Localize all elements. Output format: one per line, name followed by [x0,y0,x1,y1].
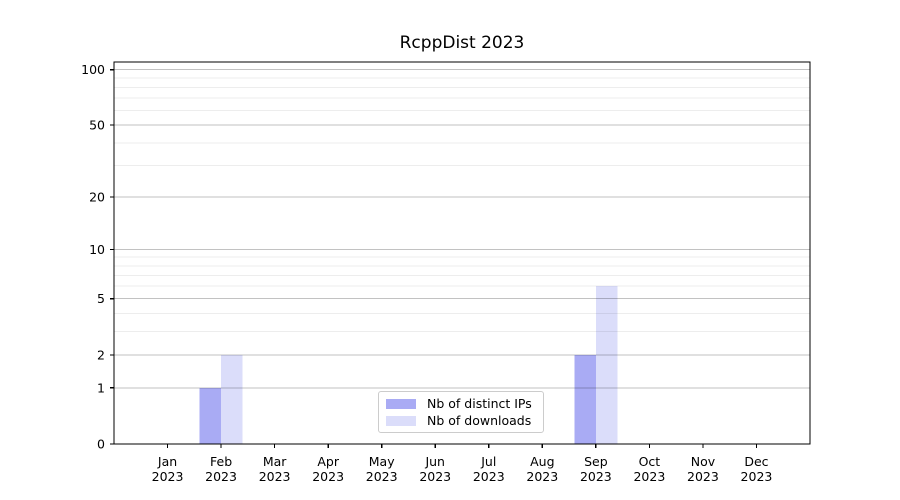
x-tick-label-month: Jul [480,454,496,469]
x-tick-label-year: 2023 [687,469,719,484]
y-tick-label: 5 [97,291,105,306]
legend-item-distinct-ips: Nb of distinct IPs [386,396,537,411]
x-tick-label-month: Feb [210,454,232,469]
x-tick-label-month: Dec [744,454,768,469]
x-tick-label-month: Jun [424,454,445,469]
x-tick-label-month: Oct [639,454,661,469]
x-tick-label-year: 2023 [741,469,773,484]
y-tick-label: 1 [97,380,105,395]
x-tick-label-month: Nov [691,454,716,469]
x-tick-label-year: 2023 [633,469,665,484]
y-tick-label: 10 [89,242,105,257]
bar-Nb of distinct IPs [199,387,222,444]
legend-swatch-downloads [386,415,416,426]
chart-title: RcppDist 2023 [399,33,525,53]
x-tick-label-month: Apr [317,454,339,469]
bar-Nb of downloads [595,286,618,444]
y-tick-label: 0 [97,437,105,452]
y-tick-label: 20 [89,190,105,205]
x-tick-label-month: May [369,454,395,469]
y-tick-label: 2 [97,347,105,362]
x-tick-label-year: 2023 [312,469,344,484]
x-tick-label-month: Aug [530,454,554,469]
x-tick-label-month: Sep [584,454,608,469]
x-tick-label-year: 2023 [580,469,612,484]
x-tick-label-year: 2023 [205,469,237,484]
legend-item-downloads: Nb of downloads [386,413,537,428]
x-tick-label-year: 2023 [526,469,558,484]
x-tick-label-year: 2023 [419,469,451,484]
legend-label-downloads: Nb of downloads [427,413,532,428]
plot-border [113,61,811,445]
legend-swatch-distinct-ips [386,398,416,409]
x-tick-label-year: 2023 [473,469,505,484]
x-tick-label-year: 2023 [152,469,184,484]
x-tick-label-month: Jan [157,454,177,469]
bar-Nb of distinct IPs [574,354,596,444]
y-tick-label: 50 [89,118,105,133]
legend: Nb of distinct IPs Nb of downloads [378,391,544,433]
y-tick-label: 100 [81,62,105,77]
legend-label-distinct-ips: Nb of distinct IPs [427,396,532,411]
x-tick-label-month: Mar [263,454,287,469]
bar-Nb of downloads [221,354,243,444]
x-tick-label-year: 2023 [259,469,291,484]
x-tick-label-year: 2023 [366,469,398,484]
